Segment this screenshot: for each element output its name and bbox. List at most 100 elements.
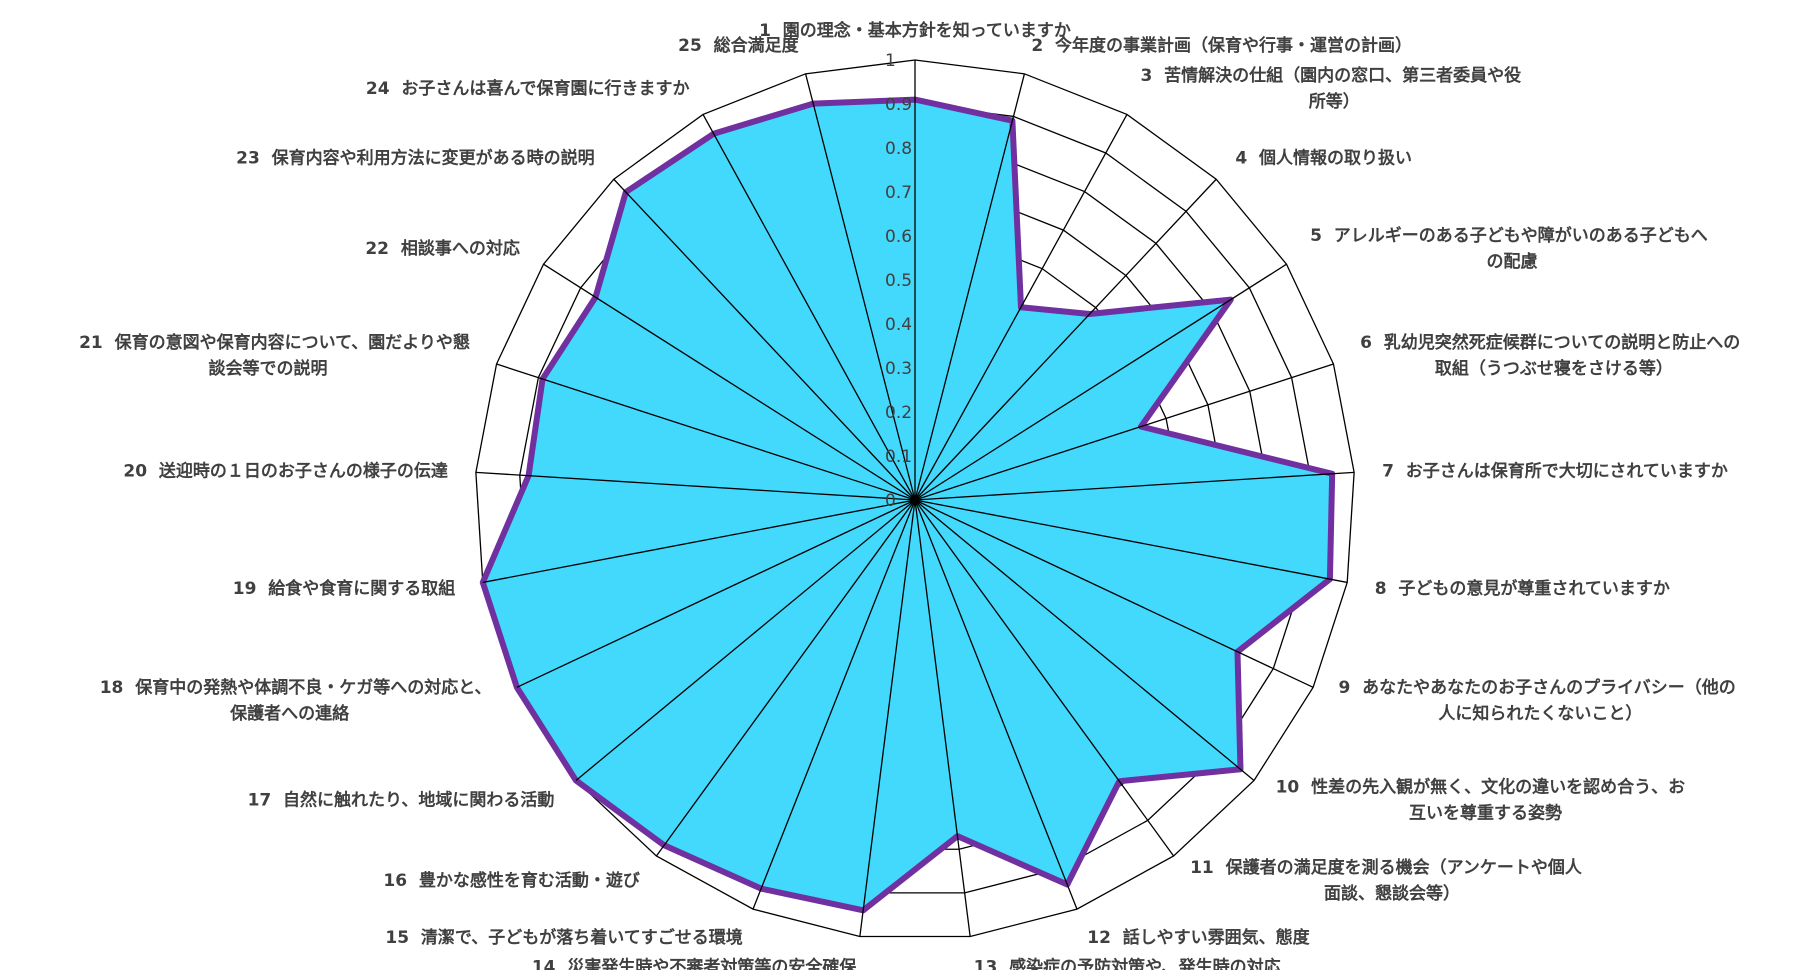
category-label-text: 25 総合満足度 <box>678 35 799 56</box>
category-label-7: 7 お子さんは保育所で大切にされていますか <box>1382 460 1728 481</box>
spoke-4 <box>914 178 1217 501</box>
category-label-8: 8 子どもの意見が尊重されていますか <box>1375 578 1670 599</box>
category-label-1: 1 園の理念・基本方針を知っていますか <box>759 20 1071 41</box>
category-label-text: 保護者への連絡 <box>229 703 350 724</box>
category-label-text: 24 お子さんは喜んで保育園に行きますか <box>366 78 690 99</box>
grid-ring-9 <box>519 103 1311 894</box>
category-label-text: 談会等での説明 <box>209 358 328 379</box>
category-label-text: 21 保育の意図や保育内容について、園だよりや懇 <box>79 332 470 353</box>
category-label-text: 19 給食や食育に関する取組 <box>233 578 456 599</box>
category-label-25: 25 総合満足度 <box>678 35 799 56</box>
radar-spokes <box>475 60 1355 937</box>
category-label-17: 17 自然に触れたり、地域に関わる活動 <box>248 790 555 811</box>
spoke-5 <box>914 263 1287 501</box>
spoke-20 <box>475 471 916 501</box>
category-label-15: 15 清潔で、子どもが落ち着いてすごせる環境 <box>385 927 742 948</box>
category-label-text: 6 乳幼児突然死症候群についての説明と防止への <box>1360 332 1740 353</box>
spoke-25 <box>804 73 916 501</box>
category-label-12: 12 話しやすい雰囲気、態度 <box>1087 927 1310 948</box>
tick-label: 0 <box>885 491 896 511</box>
category-label-text: 13 感染症の予防対策や、発生時の対応 <box>974 956 1281 970</box>
category-label-text: 取組（うつぶせ寝をさける等） <box>1435 358 1673 379</box>
category-label-text: 9 あなたやあなたのお子さんのプライバシー（他の <box>1338 677 1735 698</box>
spoke-19 <box>482 499 916 584</box>
tick-label: 0.9 <box>885 95 912 115</box>
category-label-23: 23 保育内容や利用方法に変更がある時の説明 <box>236 147 595 168</box>
category-label-text: 人に知られたくないこと） <box>1438 703 1642 724</box>
category-label-text: 23 保育内容や利用方法に変更がある時の説明 <box>236 147 595 168</box>
category-label-text: 所等） <box>1309 91 1360 112</box>
category-label-text: 14 災害発生時や不審者対策等の安全確保 <box>532 956 857 970</box>
spoke-9 <box>914 499 1314 688</box>
radial-tick-labels: 0 0.1 0.2 0.3 0.4 0.5 0.6 0.7 0.8 0.9 1 <box>885 51 912 511</box>
grid-ring-10 <box>475 59 1355 938</box>
tick-label: 0.1 <box>885 447 912 467</box>
category-label-13: 13 感染症の予防対策や、発生時の対応 <box>974 956 1281 970</box>
category-label-text: 15 清潔で、子どもが落ち着いてすごせる環境 <box>385 927 742 948</box>
spoke-11 <box>914 499 1175 857</box>
category-label-text: 20 送迎時の１日のお子さんの様子の伝達 <box>123 460 448 481</box>
spoke-15 <box>752 499 916 910</box>
tick-label: 0.5 <box>885 271 912 291</box>
spoke-3 <box>914 114 1128 501</box>
spoke-8 <box>914 499 1348 584</box>
category-label-text: 互いを尊重する姿勢 <box>1409 803 1562 824</box>
category-label-text: 3 苦情解決の仕組（園内の窓口、第三者委員や役 <box>1140 65 1521 86</box>
category-label-20: 20 送迎時の１日のお子さんの様子の伝達 <box>123 460 448 481</box>
spoke-7 <box>914 471 1355 501</box>
spoke-16 <box>655 499 916 857</box>
category-label-text: 22 相談事への対応 <box>365 238 520 259</box>
category-label-19: 19 給食や食育に関する取組 <box>233 578 456 599</box>
tick-label: 1 <box>885 51 896 71</box>
tick-label: 0.3 <box>885 359 912 379</box>
category-label-text: 17 自然に触れたり、地域に関わる活動 <box>248 790 555 811</box>
category-label-text: 8 子どもの意見が尊重されていますか <box>1375 578 1670 599</box>
category-label-text: 2 今年度の事業計画（保育や行事・運営の計画） <box>1031 35 1412 56</box>
category-label-text: 7 お子さんは保育所で大切にされていますか <box>1382 460 1728 481</box>
category-label-16: 16 豊かな感性を育む活動・遊び <box>383 870 640 891</box>
tick-label: 0.7 <box>885 183 912 203</box>
spoke-17 <box>575 499 916 781</box>
spoke-13 <box>914 499 971 937</box>
category-label-text: 5 アレルギーのある子どもや障がいのある子どもへ <box>1310 225 1708 246</box>
radar-series <box>479 96 1336 914</box>
tick-label: 0.4 <box>885 315 912 335</box>
category-label-text: 18 保育中の発熱や体調不良・ケガ等への対応と、 <box>100 677 492 698</box>
spoke-22 <box>543 263 916 501</box>
category-label-4: 4 個人情報の取り扱い <box>1235 147 1412 168</box>
spoke-23 <box>613 178 916 501</box>
category-label-text: 12 話しやすい雰囲気、態度 <box>1087 927 1310 948</box>
spoke-2 <box>914 73 1026 501</box>
category-label-14: 14 災害発生時や不審者対策等の安全確保 <box>532 956 857 970</box>
category-label-18: 18 保育中の発熱や体調不良・ケガ等への対応と、保護者への連絡 <box>100 677 492 724</box>
category-label-2: 2 今年度の事業計画（保育や行事・運営の計画） <box>1031 35 1412 56</box>
category-label-text: 4 個人情報の取り扱い <box>1235 147 1412 168</box>
spoke-10 <box>914 499 1255 781</box>
category-label-text: 面談、懇談会等） <box>1324 883 1460 904</box>
spoke-18 <box>516 499 916 688</box>
category-label-text: 1 園の理念・基本方針を知っていますか <box>759 20 1071 41</box>
tick-label: 0.6 <box>885 227 912 247</box>
category-label-22: 22 相談事への対応 <box>365 238 520 259</box>
category-label-24: 24 お子さんは喜んで保育園に行きますか <box>366 78 690 99</box>
tick-label: 0.2 <box>885 403 912 423</box>
spoke-14 <box>859 499 916 937</box>
category-label-text: 16 豊かな感性を育む活動・遊び <box>383 870 640 891</box>
category-label-text: の配慮 <box>1487 251 1538 272</box>
spoke-24 <box>702 114 916 501</box>
spoke-12 <box>914 499 1078 910</box>
category-label-text: 10 性差の先入観が無く、文化の違いを認め合う、お <box>1276 777 1686 798</box>
spoke-6 <box>914 363 1334 501</box>
series-area-0 <box>479 96 1336 914</box>
spoke-21 <box>496 363 916 501</box>
category-label-text: 11 保護者の満足度を測る機会（アンケートや個人 <box>1190 857 1583 878</box>
